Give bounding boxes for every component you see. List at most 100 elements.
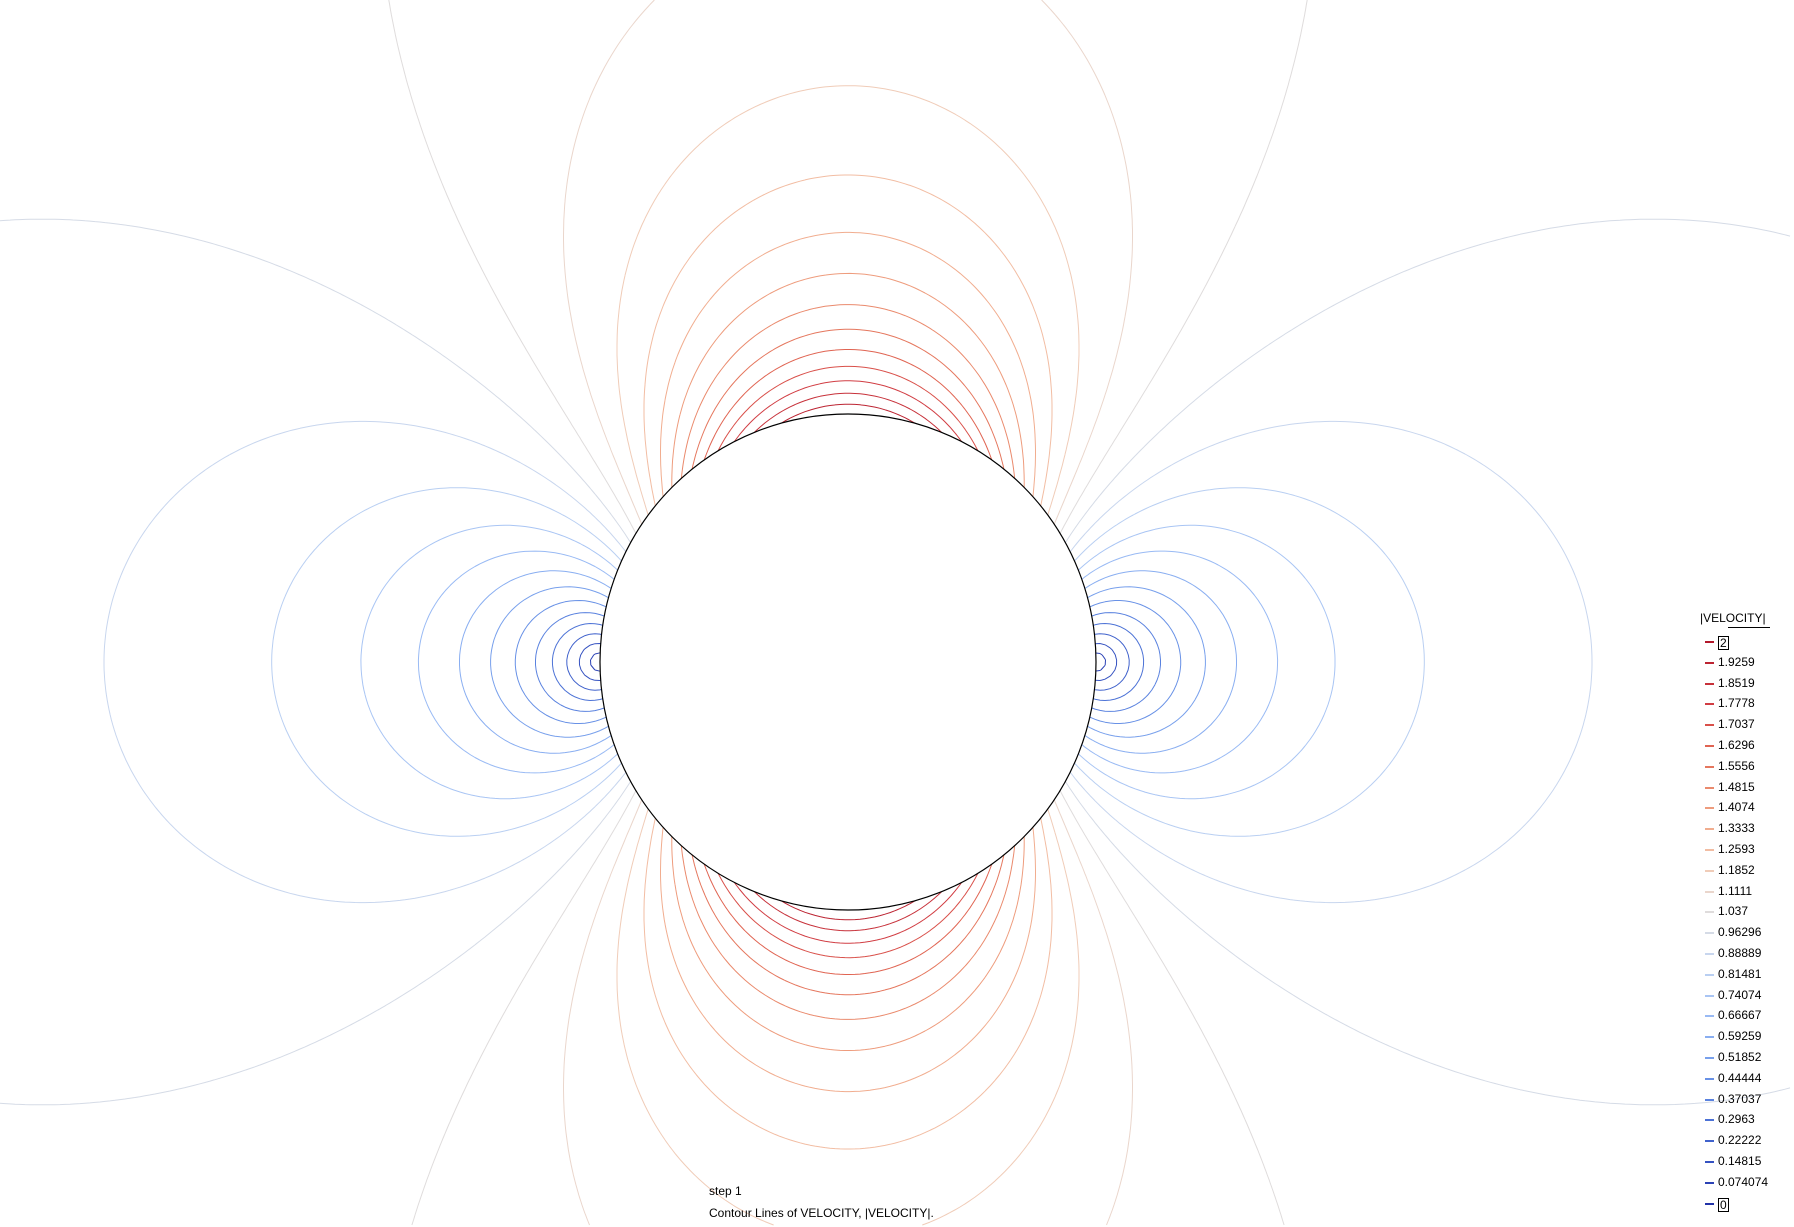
contour-line — [388, 0, 1308, 1226]
legend-swatch — [1705, 1036, 1714, 1039]
legend-label: 1.7037 — [1718, 717, 1755, 732]
legend-label: 1.6296 — [1718, 737, 1755, 752]
legend-item: 1.6296 — [1700, 735, 1790, 756]
contour-line — [616, 85, 1080, 1226]
legend-swatch — [1705, 661, 1714, 664]
legend-swatch — [1705, 890, 1714, 893]
legend-label: 0.81481 — [1718, 966, 1762, 981]
legend-label: 0.74074 — [1718, 987, 1762, 1002]
legend-swatch — [1705, 641, 1714, 643]
legend-label: 2 — [1718, 636, 1729, 650]
legend-item: 1.8519 — [1700, 673, 1790, 694]
legend-item: 0.81481 — [1700, 964, 1790, 985]
legend-item: 1.3333 — [1700, 818, 1790, 839]
legend-swatch — [1705, 1140, 1714, 1143]
contour-line — [709, 365, 987, 959]
contour-line — [698, 349, 997, 975]
legend-item: 1.5556 — [1700, 756, 1790, 777]
legend-item: 1.7037 — [1700, 714, 1790, 735]
legend-label: 1.9259 — [1718, 654, 1755, 669]
legend-item: 1.7778 — [1700, 693, 1790, 714]
contour-line — [360, 524, 1336, 800]
legend-item: 0.59259 — [1700, 1026, 1790, 1047]
legend-label: 0.14815 — [1718, 1153, 1762, 1168]
legend-item: 1.2593 — [1700, 839, 1790, 860]
legend-item: 0.37037 — [1700, 1089, 1790, 1110]
legend-swatch — [1705, 869, 1714, 872]
contour-line — [563, 0, 1133, 1226]
legend-label: 1.1852 — [1718, 862, 1755, 877]
legend-swatch — [1705, 786, 1714, 789]
contour-line — [459, 570, 1237, 754]
legend-item: 0.66667 — [1700, 1005, 1790, 1026]
legend-item: 0.2963 — [1700, 1109, 1790, 1130]
contour-line — [660, 231, 1036, 1093]
legend-swatch — [1705, 1119, 1714, 1122]
legend-item: 1.4074 — [1700, 797, 1790, 818]
legend-item: 1.1111 — [1700, 881, 1790, 902]
legend-label: 0 — [1718, 1197, 1729, 1212]
legend-swatch — [1705, 682, 1714, 685]
legend-swatch — [1705, 1202, 1714, 1205]
legend-items: 2 1.9259 1.8519 1.7778 1.7037 1.6296 1.5556 1.4… — [1700, 631, 1790, 1213]
legend-label: 1.7778 — [1718, 696, 1755, 711]
legend-label: 1.5556 — [1718, 758, 1755, 773]
legend-item: 0 — [1700, 1193, 1790, 1214]
legend-label: 1.037 — [1718, 904, 1749, 919]
contour-line — [671, 272, 1025, 1051]
contour-line — [103, 420, 1593, 904]
contour-line — [417, 550, 1279, 774]
contour-line — [680, 304, 1017, 1020]
legend-swatch — [1705, 952, 1714, 955]
legend-item: 0.51852 — [1700, 1047, 1790, 1068]
legend-label: 1.4815 — [1718, 779, 1755, 794]
legend-label: 0.22222 — [1718, 1133, 1762, 1148]
legend-label: 1.4074 — [1718, 800, 1755, 815]
legend-label: 0.074074 — [1718, 1174, 1769, 1189]
legend-swatch — [1705, 1056, 1714, 1059]
legend-swatch — [1705, 807, 1714, 810]
legend-item: 0.44444 — [1700, 1068, 1790, 1089]
legend-item: 0.22222 — [1700, 1130, 1790, 1151]
contour-line — [271, 487, 1425, 837]
contour-line — [535, 612, 1161, 712]
legend-swatch — [1705, 703, 1714, 706]
legend-swatch — [1705, 932, 1714, 935]
legend-item: 0.96296 — [1700, 922, 1790, 943]
legend-label: 0.2963 — [1718, 1112, 1755, 1127]
legend-swatch — [1705, 1160, 1714, 1163]
legend-swatch — [1705, 1181, 1714, 1184]
legend-label: 1.2593 — [1718, 841, 1755, 856]
legend-item: 1.1852 — [1700, 860, 1790, 881]
step-label: step 1 — [709, 1184, 742, 1198]
legend-swatch — [1705, 973, 1714, 976]
legend: |VELOCITY| 2 1.9259 1.8519 1.7778 1.7037 1.62… — [1700, 611, 1790, 1213]
legend-item: 0.14815 — [1700, 1151, 1790, 1172]
cylinder-obstacle — [599, 413, 1097, 911]
legend-label: 0.37037 — [1718, 1091, 1762, 1106]
legend-label: 1.3333 — [1718, 821, 1755, 836]
legend-label: 0.59259 — [1718, 1029, 1762, 1044]
legend-item: 0.074074 — [1700, 1172, 1790, 1193]
legend-label: 0.88889 — [1718, 945, 1762, 960]
legend-swatch — [1705, 724, 1714, 727]
legend-label: 0.96296 — [1718, 925, 1762, 940]
legend-label: 1.8519 — [1718, 675, 1755, 690]
legend-swatch — [1705, 1015, 1714, 1018]
legend-swatch — [1705, 1098, 1714, 1101]
legend-item: 1.9259 — [1700, 652, 1790, 673]
legend-swatch — [1705, 994, 1714, 997]
contour-line — [688, 328, 1008, 996]
legend-item: 1.037 — [1700, 901, 1790, 922]
contour-line — [643, 174, 1053, 1150]
legend-swatch — [1705, 765, 1714, 768]
legend-swatch — [1705, 911, 1714, 914]
legend-swatch — [1705, 744, 1714, 747]
legend-swatch — [1705, 1077, 1714, 1080]
plot-caption: Contour Lines of VELOCITY, |VELOCITY|. — [709, 1206, 934, 1220]
legend-swatch — [1705, 828, 1714, 831]
legend-swatch — [1705, 848, 1714, 851]
legend-label: 0.44444 — [1718, 1070, 1762, 1085]
